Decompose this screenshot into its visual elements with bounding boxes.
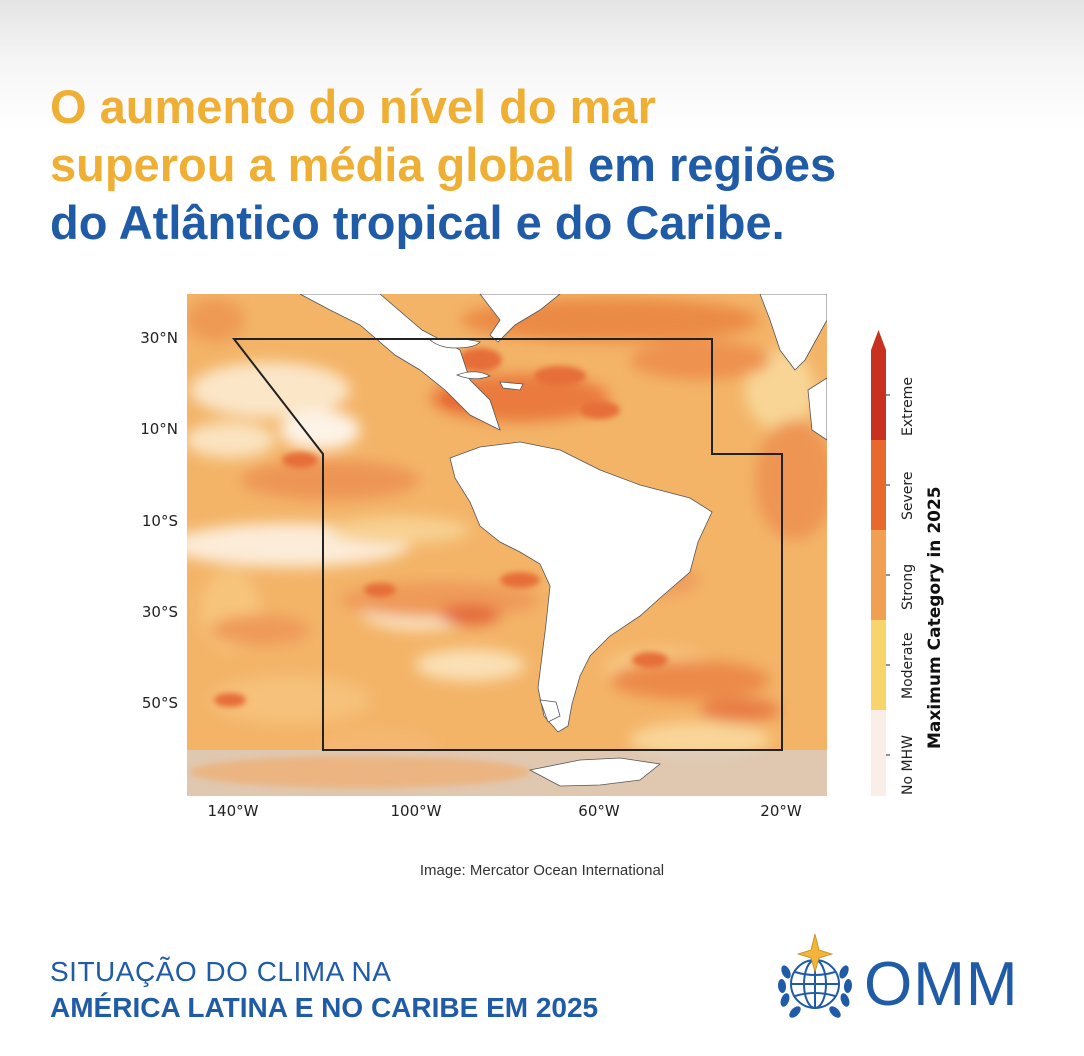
wmo-emblem-icon xyxy=(777,933,853,1018)
region-boundary xyxy=(231,338,783,751)
headline-line-1: O aumento do nível do mar xyxy=(50,80,656,133)
marine-heatwave-map: 30°N 10°N 10°S 30°S 50°S 140°W 100°W 60°… xyxy=(0,280,1084,840)
legend-labels: No MHW Moderate Strong Severe Extreme Ma… xyxy=(890,377,950,795)
headline-line-2-orange: superou a média global xyxy=(50,138,588,191)
lon-label-60w: 60°W xyxy=(578,802,620,820)
legend-label-extreme: Extreme xyxy=(900,377,916,436)
lon-label-100w: 100°W xyxy=(390,802,442,820)
image-credit: Image: Mercator Ocean International xyxy=(419,862,665,879)
legend-title: Maximum Category in 2025 xyxy=(925,486,945,749)
legend-label-moderate: Moderate xyxy=(900,632,916,699)
legend-label-strong: Strong xyxy=(900,563,916,610)
lat-label-30s: 30°S xyxy=(141,603,178,621)
headline: O aumento do nível do mar superou a médi… xyxy=(50,78,1050,252)
lat-label-30n: 30°N xyxy=(140,329,178,347)
lat-label-10n: 10°N xyxy=(140,420,178,438)
wmo-logo-text: OMM xyxy=(864,950,1019,1019)
footer-title-line-2: AMÉRICA LATINA E NO CARIBE EM 2025 xyxy=(50,992,599,1023)
lat-label-10s: 10°S xyxy=(141,512,178,530)
map-graphic xyxy=(187,294,890,796)
headline-line-2-blue: em regiões xyxy=(588,138,837,191)
land-masses xyxy=(299,294,827,787)
lat-label-50s: 50°S xyxy=(141,694,178,712)
lon-label-140w: 140°W xyxy=(207,802,259,820)
lon-label-20w: 20°W xyxy=(760,802,802,820)
legend-label-severe: Severe xyxy=(900,471,916,520)
legend-colorbar xyxy=(871,330,890,796)
footer-title-line-1: SITUAÇÃO DO CLIMA NA xyxy=(50,956,392,987)
headline-line-3: do Atlântico tropical e do Caribe. xyxy=(50,196,785,249)
sst-field xyxy=(187,294,827,796)
legend-label-no-mhw: No MHW xyxy=(900,735,916,795)
